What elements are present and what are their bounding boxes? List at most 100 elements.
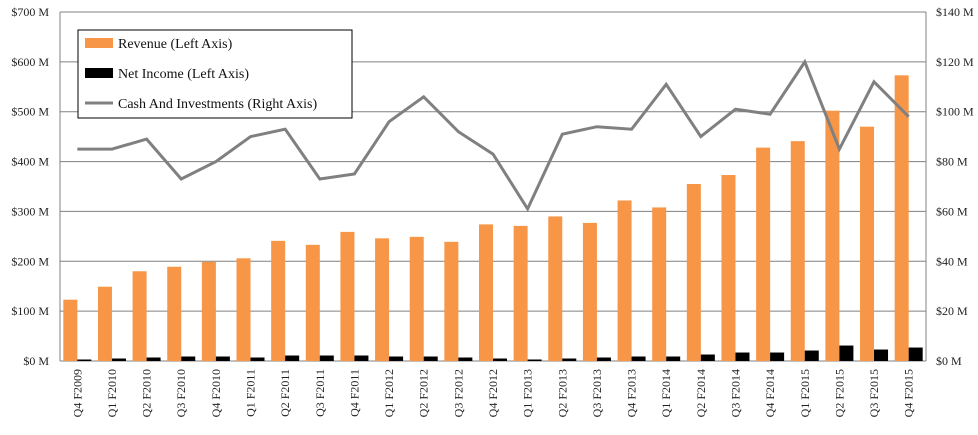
revenue-bar bbox=[201, 261, 216, 361]
x-tick-label: Q2 F2011 bbox=[278, 369, 292, 417]
net-income-bar bbox=[596, 357, 611, 361]
x-tick-label: Q1 F2015 bbox=[798, 369, 812, 417]
net-income-bar bbox=[354, 355, 369, 361]
x-tick-label: Q4 F2012 bbox=[486, 369, 500, 417]
revenue-bar bbox=[305, 244, 320, 361]
x-tick-label: Q1 F2010 bbox=[105, 369, 119, 417]
revenue-bar bbox=[513, 225, 528, 361]
x-tick-label: Q4 F2013 bbox=[625, 369, 639, 417]
right-tick-label: $20 M bbox=[936, 304, 968, 318]
net-income-bar bbox=[250, 357, 265, 361]
left-tick-label: $300 M bbox=[11, 204, 49, 218]
right-tick-label: $40 M bbox=[936, 254, 968, 268]
x-tick-label: Q4 F2009 bbox=[70, 369, 84, 417]
revenue-bar bbox=[271, 240, 286, 361]
revenue-bar bbox=[375, 238, 390, 361]
right-tick-label: $0 M bbox=[936, 354, 962, 368]
revenue-bar bbox=[894, 75, 909, 361]
net-income-bar bbox=[423, 356, 438, 361]
x-tick-label: Q4 F2010 bbox=[209, 369, 223, 417]
revenue-bar bbox=[236, 258, 251, 361]
x-tick-label: Q4 F2011 bbox=[347, 369, 361, 417]
revenue-bar bbox=[582, 222, 597, 361]
legend-swatch-revenue bbox=[85, 38, 113, 48]
net-income-bar bbox=[804, 350, 819, 361]
legend-label-cash: Cash And Investments (Right Axis) bbox=[118, 97, 317, 112]
right-tick-label: $140 M bbox=[936, 5, 974, 19]
net-income-bar bbox=[666, 356, 681, 361]
x-tick-label: Q3 F2014 bbox=[729, 369, 743, 417]
revenue-bar bbox=[790, 141, 805, 361]
x-tick-label: Q2 F2010 bbox=[140, 369, 154, 417]
revenue-bar bbox=[97, 286, 112, 361]
legend-label-revenue: Revenue (Left Axis) bbox=[118, 37, 233, 52]
net-income-bar bbox=[215, 356, 230, 361]
net-income-bar bbox=[839, 345, 854, 361]
revenue-bar bbox=[721, 175, 736, 361]
revenue-bar bbox=[756, 147, 771, 361]
net-income-bar bbox=[631, 356, 646, 361]
net-income-bar bbox=[770, 352, 785, 361]
legend-swatch-net-income bbox=[85, 68, 113, 78]
x-tick-label: Q3 F2015 bbox=[867, 369, 881, 417]
x-tick-label: Q1 F2013 bbox=[521, 369, 535, 417]
x-tick-label: Q3 F2011 bbox=[313, 369, 327, 417]
x-tick-label: Q4 F2015 bbox=[902, 369, 916, 417]
x-tick-label: Q2 F2012 bbox=[417, 369, 431, 417]
left-tick-label: $600 M bbox=[11, 55, 49, 69]
left-tick-label: $700 M bbox=[11, 5, 49, 19]
right-tick-label: $60 M bbox=[936, 204, 968, 218]
left-tick-label: $0 M bbox=[23, 354, 49, 368]
right-tick-label: $80 M bbox=[936, 155, 968, 169]
net-income-bar bbox=[493, 358, 507, 361]
x-tick-label: Q3 F2012 bbox=[451, 369, 465, 417]
x-tick-label: Q2 F2013 bbox=[555, 369, 569, 417]
legend: Revenue (Left Axis) Net Income (Left Axi… bbox=[77, 29, 353, 119]
cash-line-layer bbox=[77, 58, 910, 213]
legend-label-net-income: Net Income (Left Axis) bbox=[118, 67, 249, 82]
x-tick-label: Q1 F2011 bbox=[244, 369, 258, 417]
net-income-bar bbox=[458, 357, 473, 361]
cash-investments-line bbox=[77, 58, 910, 213]
net-income-bar bbox=[527, 359, 542, 361]
right-axis-ticks: $0 M $20 M $40 M $60 M $80 M $100 M $120 M $140… bbox=[936, 5, 974, 368]
left-tick-label: $200 M bbox=[11, 254, 49, 268]
revenue-bar bbox=[63, 299, 78, 361]
right-tick-label: $120 M bbox=[936, 55, 974, 69]
left-tick-label: $500 M bbox=[11, 105, 49, 119]
net-income-bar bbox=[77, 359, 92, 361]
net-income-bar bbox=[908, 347, 923, 361]
bars bbox=[63, 75, 923, 362]
left-tick-label: $400 M bbox=[11, 155, 49, 169]
x-tick-label: Q2 F2014 bbox=[694, 369, 708, 417]
revenue-bar bbox=[340, 231, 355, 361]
left-axis-ticks: $0 M $100 M $200 M $300 M $400 M $500 M $600 M… bbox=[11, 5, 49, 368]
x-tick-label: Q4 F2014 bbox=[763, 369, 777, 417]
left-tick-label: $100 M bbox=[11, 304, 49, 318]
revenue-bar bbox=[479, 224, 493, 361]
net-income-bar bbox=[181, 356, 196, 361]
x-tick-label: Q3 F2010 bbox=[174, 369, 188, 417]
revenue-bar bbox=[825, 110, 840, 362]
net-income-bar bbox=[389, 356, 404, 361]
revenue-bar bbox=[409, 236, 424, 361]
net-income-bar bbox=[285, 355, 300, 361]
right-tick-label: $100 M bbox=[936, 105, 974, 119]
x-tick-label: Q1 F2014 bbox=[659, 369, 673, 417]
revenue-bar bbox=[860, 126, 875, 362]
legend-box bbox=[77, 29, 353, 119]
net-income-bar bbox=[562, 358, 577, 361]
net-income-bar bbox=[700, 354, 715, 361]
x-axis-ticks: Q4 F2009 Q1 F2010 Q2 F2010 Q3 F2010 Q4 F2010… bbox=[70, 369, 915, 417]
net-income-bar bbox=[111, 358, 126, 361]
net-income-bar bbox=[146, 357, 161, 361]
revenue-bar bbox=[652, 207, 667, 361]
net-income-bar bbox=[735, 352, 750, 361]
x-tick-label: Q2 F2015 bbox=[832, 369, 846, 417]
revenue-bar bbox=[132, 271, 147, 361]
revenue-bar bbox=[548, 216, 563, 361]
x-tick-label: Q1 F2012 bbox=[382, 369, 396, 417]
net-income-bar bbox=[874, 349, 889, 361]
revenue-bar bbox=[617, 200, 632, 361]
